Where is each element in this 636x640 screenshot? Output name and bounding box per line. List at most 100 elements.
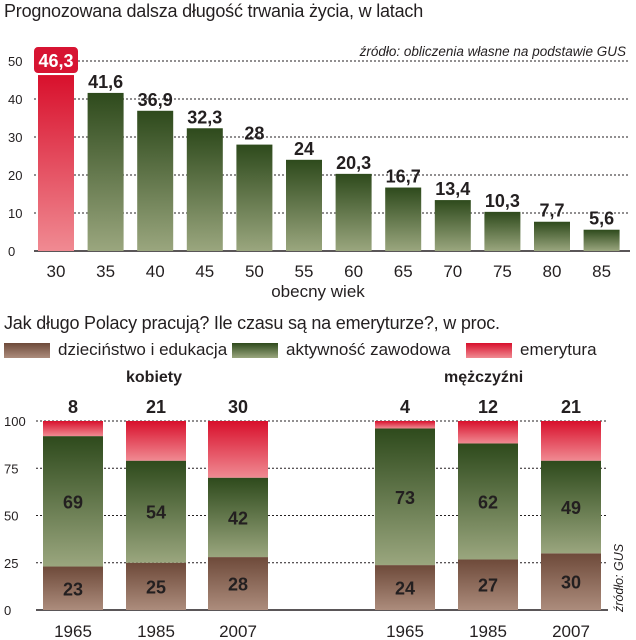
chart1-ytick-label: 40 <box>8 92 22 107</box>
chart2-category-label: 2007 <box>552 622 590 640</box>
chart1-source: źródło: obliczenia własne na podstawie G… <box>359 44 626 59</box>
chart2-segment-work <box>458 443 518 560</box>
chart1-value-label: 20,3 <box>336 153 371 173</box>
chart2-retirement-label: 12 <box>478 397 498 417</box>
chart1-bar <box>38 75 74 251</box>
chart1-bar <box>335 173 372 251</box>
chart2-segment-label: 42 <box>228 508 248 528</box>
chart1-highlight-label-bg <box>34 47 78 74</box>
chart1-bar <box>137 110 174 251</box>
chart2-segment-work <box>208 477 268 558</box>
chart1-bar <box>583 229 620 251</box>
chart1-category-label: 45 <box>195 262 214 281</box>
chart1-value-label: 28 <box>244 124 264 144</box>
chart2-segment-retirement <box>126 421 186 461</box>
legend-item-education: dzieciństwo i edukacja <box>4 340 227 360</box>
chart2-retirement-label: 21 <box>561 397 581 417</box>
legend-item-work: aktywność zawodowa <box>232 340 450 360</box>
chart2-category-label: 1985 <box>469 622 507 640</box>
chart1-value-label: 41,6 <box>88 72 123 92</box>
chart2-ytick-label: 50 <box>4 509 18 524</box>
chart1-category-label: 50 <box>245 262 264 281</box>
legend-swatch-work <box>232 342 278 358</box>
chart1-bar <box>534 221 570 251</box>
chart2-retirement-label: 30 <box>228 397 248 417</box>
chart1-value-label: 24 <box>294 139 314 159</box>
chart1-category-label: 30 <box>47 262 66 281</box>
chart2-segment-education <box>375 565 435 610</box>
chart2-category-label: 2007 <box>219 622 257 640</box>
chart1-category-label: 65 <box>394 262 413 281</box>
chart2-retirement-label: 4 <box>400 397 410 417</box>
chart1-bar <box>484 211 521 251</box>
chart2-segment-label: 28 <box>228 575 248 595</box>
chart2-segment-work <box>375 428 435 566</box>
chart2-segment-label: 62 <box>478 492 498 512</box>
chart2-segment-retirement <box>541 421 601 461</box>
chart2-segment-label: 24 <box>395 579 415 599</box>
chart1-bar <box>434 200 471 251</box>
chart2-segment-label: 73 <box>395 488 415 508</box>
chart1-ytick-label: 10 <box>8 206 22 221</box>
chart1-value-label: 7,7 <box>539 201 564 221</box>
chart2-legend: dzieciństwo i edukacja aktywność zawodow… <box>0 340 636 362</box>
chart2-retirement-label: 8 <box>68 397 78 417</box>
chart1-bar <box>236 144 273 251</box>
chart2-segment-label: 30 <box>561 573 581 593</box>
chart1-value-label: 32,3 <box>187 107 222 127</box>
chart2-segment-label: 23 <box>63 579 83 599</box>
chart1-category-label: 85 <box>592 262 611 281</box>
chart1-bar <box>186 128 223 251</box>
chart2-ytick-label: 75 <box>4 461 18 476</box>
chart2-category-label: 1965 <box>386 622 424 640</box>
chart2-segment-retirement <box>458 421 518 444</box>
chart2-segment-retirement <box>43 421 103 437</box>
chart2-segment-education <box>126 562 186 610</box>
chart2-segment-label: 69 <box>63 492 83 512</box>
chart1-value-label: 10,3 <box>485 191 520 211</box>
chart2-segment-label: 49 <box>561 498 581 518</box>
chart1-bar <box>286 159 322 251</box>
chart2-segment-education <box>541 553 601 610</box>
chart2-segment-label: 27 <box>478 576 498 596</box>
chart1-category-label: 40 <box>146 262 165 281</box>
chart1-category-label: 80 <box>543 262 562 281</box>
chart1-bar <box>87 92 124 251</box>
chart1-category-label: 35 <box>96 262 115 281</box>
group-label-men: mężczyźni <box>444 369 524 386</box>
chart2-segment-work <box>43 436 103 567</box>
chart2-category-label: 1985 <box>137 622 175 640</box>
legend-label-work: aktywność zawodowa <box>286 340 451 359</box>
chart1-ytick-label: 30 <box>8 130 22 145</box>
legend-swatch-retirement <box>466 342 512 358</box>
group-label-women: kobiety <box>126 369 183 386</box>
chart2-segment-work <box>541 460 601 554</box>
chart1-bar <box>385 187 422 251</box>
chart2-ytick-label: 25 <box>4 556 18 571</box>
legend-label-education: dzieciństwo i edukacja <box>58 340 228 359</box>
chart2-segment-education <box>458 559 518 610</box>
chart1-category-label: 75 <box>493 262 512 281</box>
chart1-ytick-label: 20 <box>8 168 22 183</box>
chart1-xlabel: obecny wiek <box>271 282 365 301</box>
chart1-value-label: 13,4 <box>435 179 470 199</box>
chart1-category-label: 55 <box>295 262 314 281</box>
chart2-segment-work <box>126 460 186 563</box>
chart2-ytick-label: 100 <box>4 414 26 429</box>
chart2-retirement-label: 21 <box>146 397 166 417</box>
chart2-title: Jak długo Polacy pracują? Ile czasu są n… <box>4 313 500 333</box>
chart1-value-label: 36,9 <box>138 90 173 110</box>
chart2-segment-education <box>208 557 268 610</box>
chart2-segment-label: 54 <box>146 503 166 523</box>
chart2-category-label: 1965 <box>54 622 92 640</box>
chart1-value-label: 16,7 <box>386 167 421 187</box>
chart2-segment-education <box>43 566 103 610</box>
legend-item-retirement: emerytura <box>466 340 597 360</box>
legend-label-retirement: emerytura <box>520 340 597 359</box>
chart2-segment-retirement <box>375 421 435 429</box>
chart1-ytick-label: 50 <box>8 54 22 69</box>
chart1-category-label: 60 <box>344 262 363 281</box>
chart1-title: Prognozowana dalsza długość trwania życi… <box>4 1 424 21</box>
chart2-segment-retirement <box>208 421 268 478</box>
